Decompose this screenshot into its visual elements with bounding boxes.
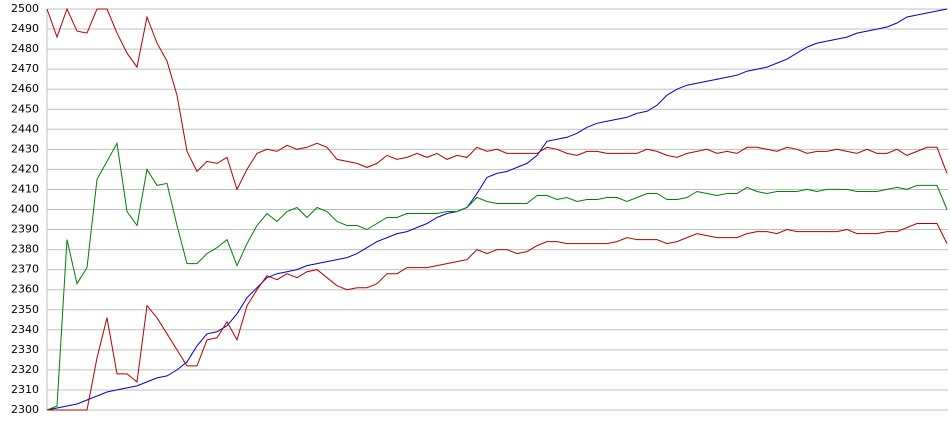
y-tick-label: 2430 [11, 142, 39, 155]
y-tick-label: 2500 [11, 2, 39, 15]
y-tick-label: 2420 [11, 162, 39, 175]
y-tick-label: 2370 [11, 263, 39, 276]
line-series [46, 7, 948, 191]
y-tick-label: 2330 [11, 343, 39, 356]
line-series [47, 223, 948, 411]
y-tick-label: 2310 [11, 383, 39, 396]
line-series [46, 141, 948, 411]
line-series [46, 8, 948, 411]
y-tick-label: 2300 [11, 403, 39, 416]
y-tick-label: 2400 [11, 203, 39, 216]
y-tick-label: 2360 [11, 283, 39, 296]
y-tick-label: 2380 [11, 243, 39, 256]
y-tick-label: 2350 [11, 303, 39, 316]
y-tick-label: 2440 [11, 122, 39, 135]
y-tick-label: 2480 [11, 42, 39, 55]
y-tick-label: 2450 [11, 102, 39, 115]
y-tick-label: 2460 [11, 82, 39, 95]
y-tick-label: 2340 [11, 323, 39, 336]
y-tick-label: 2470 [11, 62, 39, 75]
y-tick-label: 2320 [11, 363, 39, 376]
y-tick-label: 2410 [11, 182, 39, 195]
y-tick-label: 2490 [11, 22, 39, 35]
y-tick-label: 2390 [11, 223, 39, 236]
